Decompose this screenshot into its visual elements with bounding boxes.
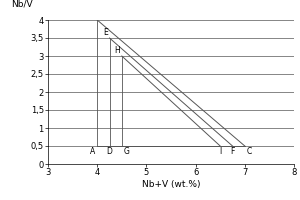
Text: E: E [103, 28, 107, 37]
Text: H: H [114, 46, 120, 55]
Text: B: B [0, 199, 1, 200]
Text: Nb/V: Nb/V [11, 0, 33, 8]
X-axis label: Nb+V (wt.%): Nb+V (wt.%) [142, 180, 200, 189]
Text: A: A [90, 147, 95, 156]
Text: I: I [219, 147, 221, 156]
Text: F: F [230, 147, 235, 156]
Text: G: G [124, 147, 130, 156]
Text: D: D [106, 147, 112, 156]
Text: C: C [247, 147, 252, 156]
